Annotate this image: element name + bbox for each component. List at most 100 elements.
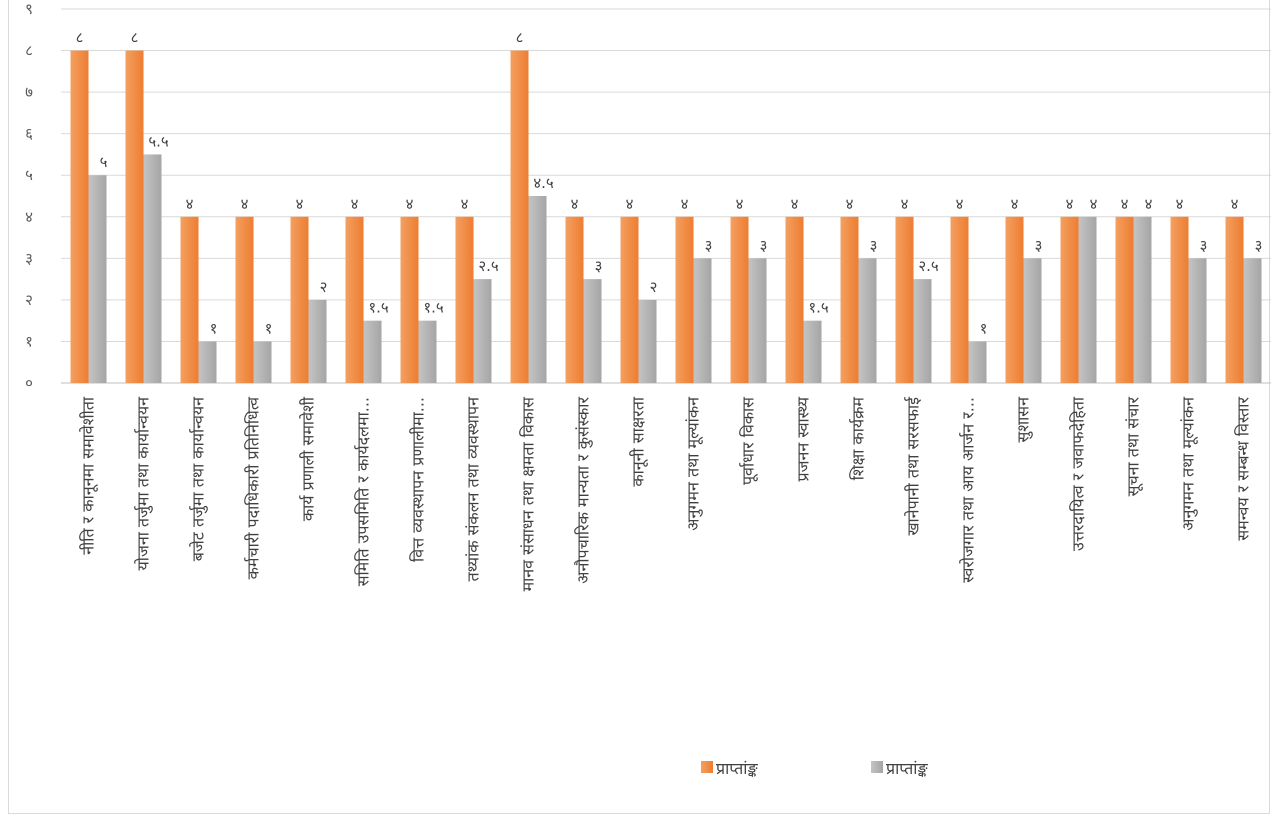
bar (1078, 216, 1097, 383)
y-tick-label: ७ (25, 83, 33, 101)
data-label: ८ (76, 29, 84, 47)
bar (895, 216, 914, 383)
data-label: १.५ (808, 299, 829, 317)
data-label: ४ (1066, 195, 1074, 213)
y-tick-label: ६ (25, 125, 33, 143)
data-label: ४ (1011, 195, 1019, 213)
bar (1005, 216, 1024, 383)
data-label: ४ (736, 195, 744, 213)
data-label: ४.५ (533, 174, 554, 192)
bar (363, 320, 382, 383)
bar (968, 341, 987, 383)
category-label: वित्त व्यवस्थापन प्रणालीमा... (409, 397, 428, 562)
category-label: स्वरोजगार तथा आय आर्जन र... (959, 397, 978, 583)
category-label: समन्वय र सम्बन्ध विस्तार (1234, 397, 1253, 541)
bar (1060, 216, 1079, 383)
bar (308, 299, 327, 383)
bar (400, 216, 419, 383)
bar (125, 50, 144, 384)
category-label: सूचना तथा संचार (1124, 397, 1144, 497)
data-label: ३ (705, 236, 713, 254)
bar (803, 320, 822, 383)
data-label: ४ (901, 195, 909, 213)
category-label: प्रजनन स्वास्थ्य (794, 396, 813, 481)
category-label: समिति उपसमिति र कार्यदलमा... (354, 397, 373, 586)
data-label: ४ (681, 195, 689, 213)
category-label: अनुगमन तथा मूल्यांकन (1179, 396, 1199, 531)
data-label: ४ (1176, 195, 1184, 213)
bar (1243, 258, 1262, 383)
legend-label: प्राप्तांङ्क (716, 759, 758, 778)
y-tick-label: ९ (25, 0, 33, 18)
data-label: ३ (1255, 236, 1263, 254)
data-label: १ (980, 319, 988, 337)
bar (345, 216, 364, 383)
bar (748, 258, 767, 383)
category-label: मानव संसाधन तथा क्षमता विकास (519, 396, 538, 592)
bar (913, 279, 932, 383)
data-label: ४ (791, 195, 799, 213)
bar (785, 216, 804, 383)
category-label: नीति र कानूनमा समावेशीता (79, 396, 99, 555)
category-label: सुशासन (1014, 396, 1034, 443)
data-label: ८ (516, 29, 524, 47)
data-label: ८ (131, 29, 139, 47)
bar (638, 299, 657, 383)
data-label: ४ (351, 195, 359, 213)
data-label: ४ (571, 195, 579, 213)
y-tick-label: २ (25, 291, 33, 309)
data-label: ४ (1145, 195, 1153, 213)
category-label: उत्तरदायित्व र जवाफदेहिता (1069, 396, 1088, 551)
data-label: ५.५ (148, 132, 169, 150)
bar (950, 216, 969, 383)
legend-swatch (871, 761, 883, 773)
data-label: २ (320, 278, 328, 296)
y-tick-label: ५ (25, 166, 33, 184)
bar (675, 216, 694, 383)
category-label: कर्मचारी पदाधिकारी प्रतिनिधित्व (244, 396, 263, 579)
bar (620, 216, 639, 383)
data-label: ४ (1231, 195, 1239, 213)
bar (1133, 216, 1152, 383)
data-label: ३ (760, 236, 768, 254)
data-label: ४ (956, 195, 964, 213)
bar (235, 216, 254, 383)
data-label: १.५ (423, 299, 444, 317)
bar (70, 50, 89, 384)
bar (418, 320, 437, 383)
y-tick-label: ० (25, 374, 33, 392)
y-tick-label: ४ (25, 208, 33, 226)
bar (528, 196, 547, 383)
data-label: २ (650, 278, 658, 296)
data-label: ४ (1090, 195, 1098, 213)
data-label: १.५ (368, 299, 389, 317)
category-label: शिक्षा कार्यक्रम (849, 397, 868, 481)
data-label: ४ (186, 195, 194, 213)
data-label: ४ (296, 195, 304, 213)
bar (510, 50, 529, 384)
data-label: ३ (1200, 236, 1208, 254)
category-label: अनुगमन तथा मूल्यांकन (684, 396, 704, 531)
bar (840, 216, 859, 383)
bar (1023, 258, 1042, 383)
data-label: ४ (461, 195, 469, 213)
bar (253, 341, 272, 383)
bar (1225, 216, 1244, 383)
y-tick-label: १ (25, 332, 33, 350)
data-label: ४ (1121, 195, 1129, 213)
bar (583, 279, 602, 383)
bar (858, 258, 877, 383)
data-label: २.५ (478, 257, 499, 275)
bar (290, 216, 309, 383)
bar (473, 279, 492, 383)
data-label: ४ (846, 195, 854, 213)
category-label: पूर्वाधार विकास (739, 396, 759, 485)
y-tick-label: ३ (25, 249, 33, 267)
y-tick-label: ८ (25, 42, 33, 60)
category-label: कार्य प्रणाली समावेशी (299, 396, 318, 521)
category-label: खानेपानी तथा सरसफाई (904, 396, 923, 536)
data-label: ३ (595, 257, 603, 275)
bar (143, 154, 162, 383)
data-label: १ (265, 319, 273, 337)
bar (180, 216, 199, 383)
